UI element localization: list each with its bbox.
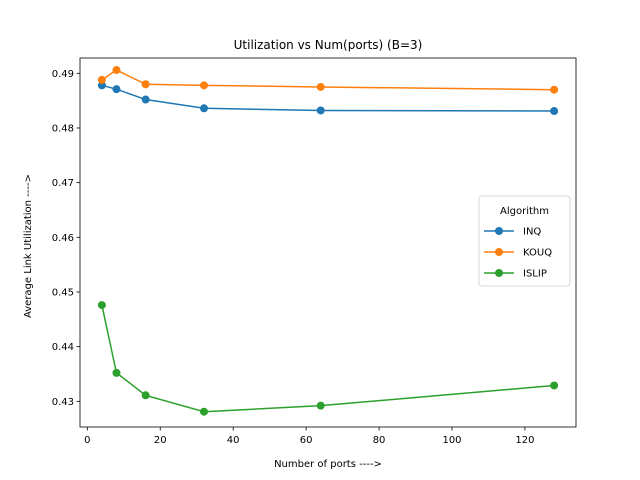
legend-marker-islip — [495, 269, 503, 277]
x-tick-label: 60 — [300, 435, 313, 446]
data-point-kouq — [200, 81, 208, 90]
legend-box — [478, 195, 571, 287]
data-point-inq — [316, 106, 325, 115]
x-tick-label: 40 — [227, 435, 240, 446]
data-point-islip — [550, 381, 559, 390]
legend: Algorithm INQ KOUQ ISLIP — [478, 195, 571, 287]
data-point-kouq — [112, 66, 121, 75]
legend-marker-inq — [495, 227, 503, 235]
data-point-inq — [200, 104, 208, 113]
series-line-islip — [101, 304, 555, 413]
data-point-islip — [97, 301, 106, 310]
x-tick-label: 100 — [442, 435, 461, 446]
plot-area: 0 20 40 60 80 100 120 0.43 0.44 0.45 0.46 0.47 0.48 0… — [52, 57, 577, 446]
data-point-islip — [141, 391, 150, 400]
y-axis-label: Average Link Utilization ----> — [23, 174, 34, 318]
y-tick-label: 0.48 — [52, 123, 74, 134]
plot-frame — [79, 57, 577, 428]
y-tick-label: 0.45 — [52, 287, 74, 298]
y-tick-label: 0.46 — [52, 233, 74, 244]
legend-title: Algorithm — [500, 206, 549, 217]
data-point-inq — [112, 85, 121, 94]
x-tick-label: 20 — [154, 435, 167, 446]
legend-label-islip: ISLIP — [523, 269, 547, 280]
data-point-islip — [316, 401, 325, 410]
y-tick-label: 0.49 — [52, 69, 74, 80]
legend-marker-kouq — [495, 248, 503, 256]
y-tick-label: 0.47 — [52, 178, 74, 189]
legend-label-inq: INQ — [523, 227, 541, 238]
legend-label-kouq: KOUQ — [523, 248, 552, 259]
data-point-islip — [200, 407, 208, 416]
data-point-inq — [141, 95, 150, 104]
data-point-kouq — [550, 85, 559, 94]
data-point-inq — [550, 107, 559, 116]
x-tick-label: 120 — [515, 435, 534, 446]
y-tick-label: 0.43 — [52, 397, 74, 408]
data-point-islip — [112, 368, 121, 377]
y-tick-label: 0.44 — [52, 342, 74, 353]
data-point-kouq — [97, 75, 106, 84]
x-tick-label: 0 — [84, 435, 90, 446]
x-tick-label: 80 — [373, 435, 386, 446]
data-point-inq — [97, 81, 106, 90]
data-point-kouq — [316, 82, 325, 91]
chart-title: Utilization vs Num(ports) (B=3) — [234, 38, 423, 52]
data-point-kouq — [141, 80, 150, 89]
x-axis-label: Number of ports ----> — [274, 459, 382, 470]
